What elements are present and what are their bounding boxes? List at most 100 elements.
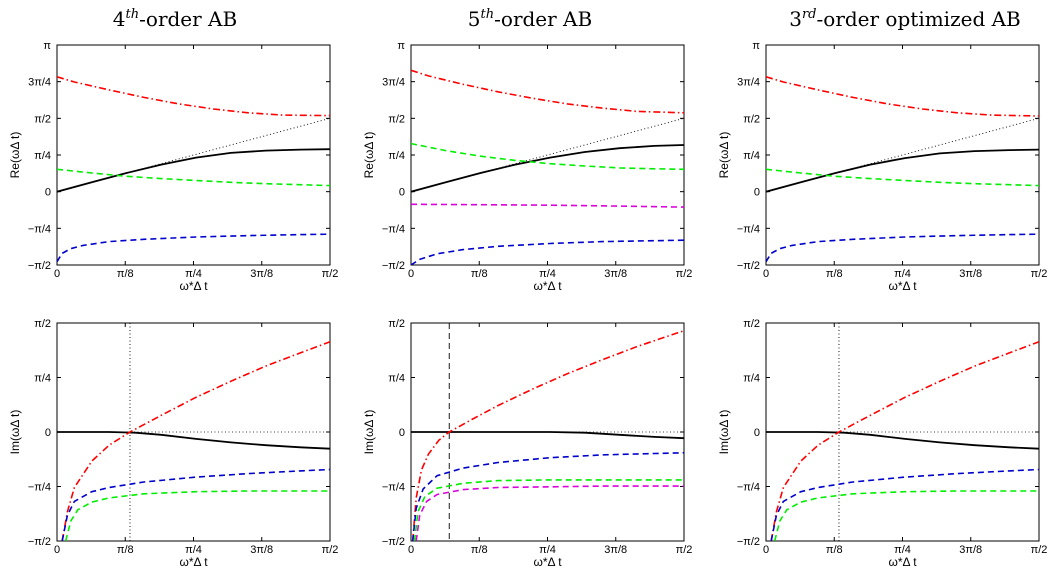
y-axis-label: Im(ωΔ t)	[362, 410, 376, 455]
x-tick-label: π/8	[117, 268, 134, 280]
column-title-3rd-order-optimized: 3rd-order optimized AB	[789, 7, 1021, 31]
y-tick-label: −π/2	[382, 536, 405, 548]
y-tick-label: π/4	[34, 373, 51, 385]
chart-panel-top-0: 0 π/8 π/4 3π/8 π/2 −π/2 −π/4 0 π/4 π/2 3π/4 π ω*Δ t R…	[8, 40, 338, 293]
y-tick-label: −π/4	[737, 482, 760, 494]
x-tick-label: 3π/8	[959, 268, 982, 280]
x-axis-label: ω*Δ t	[179, 555, 208, 569]
y-axis-label: Re(ωΔ t)	[362, 132, 376, 179]
series-red-dashdot	[770, 341, 1039, 541]
y-tick-label: π/4	[743, 150, 760, 162]
x-tick-label: π/4	[894, 544, 911, 556]
series-green-dashed	[773, 490, 1039, 541]
y-tick-label: π	[752, 40, 760, 52]
chart-panel-top-1: 0 π/8 π/4 3π/8 π/2 −π/2 −π/4 0 π/4 π/2 3π/4 π ω*Δ t R…	[362, 40, 692, 293]
x-tick-label: 0	[763, 268, 769, 280]
y-axis-label: Re(ωΔ t)	[717, 132, 731, 179]
y-tick-label: π	[43, 40, 51, 52]
x-tick-label: 0	[54, 544, 60, 556]
chart-panel-bottom-2: 0 π/8 π/4 3π/8 π/2 −π/2 −π/4 0 π/4 π/2 ω*Δ t Im(ωΔ …	[717, 318, 1047, 569]
series-reference-dotted	[766, 117, 1039, 193]
plot-area	[411, 323, 684, 541]
series-red-dashdot	[411, 329, 684, 541]
series-solid-solid	[411, 144, 684, 193]
y-tick-label: π/4	[388, 373, 405, 385]
x-tick-label: π/8	[471, 268, 488, 280]
y-tick-label: π/2	[743, 318, 760, 330]
y-axis-label: Im(ωΔ t)	[8, 410, 22, 455]
series-solid-solid	[57, 148, 330, 193]
y-tick-label: 0	[754, 187, 760, 199]
series-reference-dotted	[411, 117, 684, 193]
series-solid-solid	[766, 431, 1039, 450]
y-tick-label: −π/2	[737, 260, 760, 272]
x-tick-label: 0	[408, 268, 414, 280]
plot-grid: 0 π/8 π/4 3π/8 π/2 −π/2 −π/4 0 π/4 π/2 3π/4 π ω*Δ t R…	[8, 40, 1047, 569]
x-tick-label: π/2	[676, 268, 693, 280]
series-blue-dashed	[770, 468, 1039, 541]
x-axis-label: ω*Δ t	[533, 279, 562, 293]
y-tick-label: −π/4	[382, 223, 405, 235]
x-tick-label: π/4	[185, 544, 202, 556]
y-axis-label: Im(ωΔ t)	[717, 410, 731, 455]
series-blue-dashed	[57, 233, 330, 263]
x-tick-label: 0	[408, 544, 414, 556]
x-axis-label: ω*Δ t	[533, 555, 562, 569]
y-tick-label: π/4	[34, 150, 51, 162]
y-tick-label: π	[397, 40, 405, 52]
axes-frame	[410, 44, 685, 266]
x-tick-label: 3π/8	[250, 268, 273, 280]
series-blue-dashed	[411, 452, 684, 541]
series-green-dashed	[64, 490, 330, 541]
y-tick-label: 0	[45, 187, 51, 199]
x-tick-label: π/2	[676, 544, 693, 556]
series-solid-solid	[57, 431, 330, 450]
series-blue-dashed	[766, 233, 1039, 263]
y-tick-label: π/2	[743, 113, 760, 125]
plot-area	[766, 76, 1039, 263]
chart-panel-bottom-1: 0 π/8 π/4 3π/8 π/2 −π/2 −π/4 0 π/4 π/2 ω*Δ t Im(ωΔ …	[362, 318, 692, 569]
column-title-5th-order: 5th-order AB	[468, 7, 592, 31]
x-tick-label: π/2	[1031, 268, 1048, 280]
x-tick-label: π/4	[894, 268, 911, 280]
axes-frame	[765, 44, 1040, 266]
y-tick-label: 0	[45, 427, 51, 439]
y-tick-label: −π/4	[382, 482, 405, 494]
x-tick-label: 0	[763, 544, 769, 556]
y-tick-label: 0	[754, 427, 760, 439]
axes-frame	[56, 44, 331, 266]
series-green-dashed	[766, 168, 1039, 187]
y-tick-label: 3π/4	[737, 77, 760, 89]
x-axis-label: ω*Δ t	[888, 279, 917, 293]
y-tick-label: −π/2	[382, 260, 405, 272]
x-axis-label: ω*Δ t	[179, 279, 208, 293]
y-tick-label: 3π/4	[28, 77, 51, 89]
series-reference-dotted	[57, 117, 330, 193]
x-tick-label: 3π/8	[959, 544, 982, 556]
y-tick-label: π/4	[388, 150, 405, 162]
column-title-4th-order: 4th-order AB	[113, 7, 237, 31]
x-tick-label: π/2	[322, 544, 339, 556]
y-tick-label: π/4	[743, 373, 760, 385]
x-tick-label: π/2	[1031, 544, 1048, 556]
y-axis-label: Re(ωΔ t)	[8, 132, 22, 179]
y-tick-label: 3π/4	[382, 77, 405, 89]
plot-area	[766, 323, 1039, 541]
x-tick-label: π/4	[539, 268, 556, 280]
y-tick-label: −π/2	[28, 260, 51, 272]
series-green-dashed	[57, 168, 330, 187]
series-green-dashed	[413, 479, 684, 541]
x-tick-label: 0	[54, 268, 60, 280]
y-tick-label: π/2	[34, 113, 51, 125]
y-tick-label: −π/4	[28, 482, 51, 494]
chart-panel-bottom-0: 0 π/8 π/4 3π/8 π/2 −π/2 −π/4 0 π/4 π/2 ω*Δ t Im(ωΔ …	[8, 318, 338, 569]
x-tick-label: 3π/8	[250, 544, 273, 556]
x-tick-label: π/8	[826, 268, 843, 280]
x-tick-label: π/8	[471, 544, 488, 556]
series-red-dashdot	[61, 341, 330, 541]
y-tick-label: π/2	[388, 318, 405, 330]
chart-panel-top-2: 0 π/8 π/4 3π/8 π/2 −π/2 −π/4 0 π/4 π/2 3π/4 π ω*Δ t R…	[717, 40, 1047, 293]
series-blue-dashed	[61, 468, 330, 541]
y-tick-label: −π/4	[737, 223, 760, 235]
